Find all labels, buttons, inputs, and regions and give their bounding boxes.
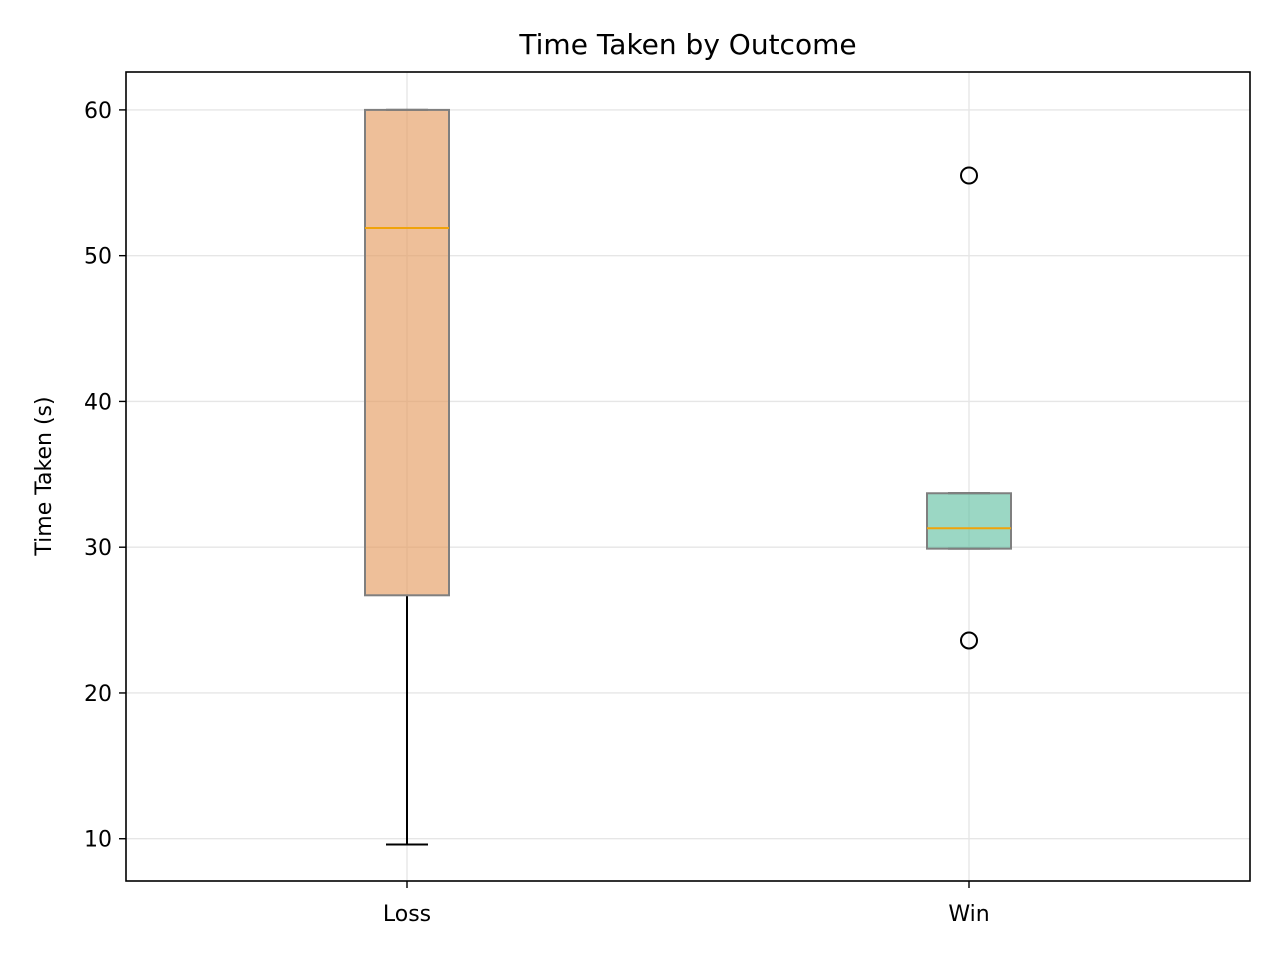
chart-title: Time Taken by Outcome: [518, 28, 856, 61]
plot-frame: [125, 71, 1251, 882]
y-tick-label: 30: [84, 536, 112, 561]
grid-lines: [126, 72, 1250, 881]
outlier-point: [960, 166, 978, 185]
y-axis-label: Time Taken (s): [32, 396, 57, 556]
iqr-box: [926, 492, 1012, 550]
iqr-box: [364, 108, 450, 597]
y-tick-label: 40: [84, 390, 112, 415]
x-axis-ticks: Loss Win: [383, 881, 990, 927]
boxes-layer: [364, 108, 1012, 846]
y-tick-label: 60: [84, 99, 112, 124]
y-tick-label: 50: [84, 245, 112, 270]
y-tick-label: 20: [84, 682, 112, 707]
box-loss: [364, 108, 450, 846]
outlier-point: [960, 631, 978, 650]
x-tick-label: Loss: [383, 902, 431, 927]
y-axis-ticks: 10 20 30 40 50 60: [84, 99, 126, 853]
x-tick-label: Win: [948, 902, 989, 927]
box-win: [926, 166, 1012, 650]
y-tick-label: 10: [84, 828, 112, 853]
